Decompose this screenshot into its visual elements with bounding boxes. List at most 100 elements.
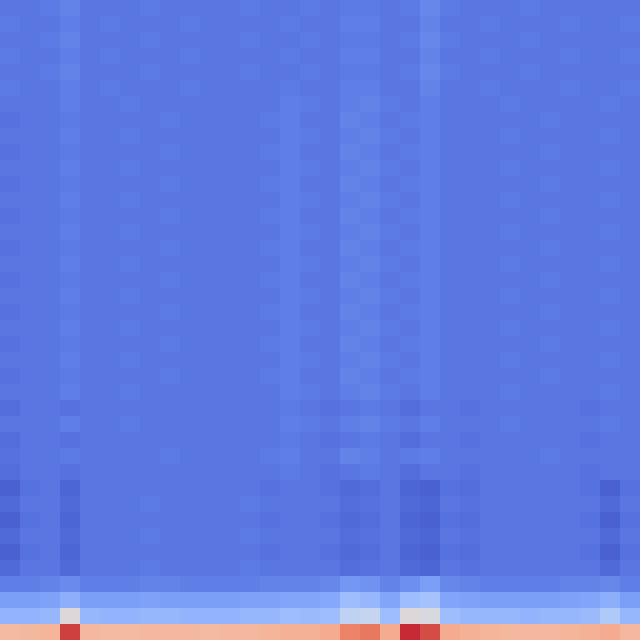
- heatmap-cell: [280, 16, 300, 32]
- heatmap-cell: [80, 176, 100, 192]
- heatmap-cell: [300, 288, 320, 304]
- heatmap-cell: [0, 96, 20, 112]
- heatmap-cell: [360, 512, 380, 528]
- heatmap-cell: [600, 512, 620, 528]
- heatmap-cell: [500, 624, 520, 640]
- heatmap-cell: [620, 240, 640, 256]
- heatmap-cell: [300, 240, 320, 256]
- heatmap-cell: [180, 160, 200, 176]
- heatmap-cell: [580, 144, 600, 160]
- heatmap-cell: [100, 608, 120, 624]
- heatmap-cell: [360, 576, 380, 592]
- heatmap-cell: [400, 16, 420, 32]
- heatmap-cell: [400, 80, 420, 96]
- heatmap-cell: [40, 384, 60, 400]
- heatmap-cell: [360, 160, 380, 176]
- heatmap-cell: [400, 128, 420, 144]
- heatmap-cell: [200, 144, 220, 160]
- heatmap-cell: [0, 16, 20, 32]
- heatmap-cell: [240, 528, 260, 544]
- heatmap-cell: [280, 528, 300, 544]
- heatmap-cell: [480, 224, 500, 240]
- heatmap-cell: [0, 288, 20, 304]
- heatmap-cell: [560, 288, 580, 304]
- heatmap-cell: [360, 112, 380, 128]
- heatmap-cell: [500, 528, 520, 544]
- heatmap-cell: [540, 624, 560, 640]
- heatmap-cell: [380, 368, 400, 384]
- heatmap-cell: [320, 384, 340, 400]
- heatmap-cell: [40, 128, 60, 144]
- heatmap-cell: [480, 16, 500, 32]
- heatmap-cell: [540, 384, 560, 400]
- heatmap-cell: [260, 240, 280, 256]
- heatmap-cell: [280, 368, 300, 384]
- heatmap-cell: [320, 144, 340, 160]
- heatmap-cell: [360, 432, 380, 448]
- heatmap-cell: [560, 560, 580, 576]
- heatmap-cell: [280, 80, 300, 96]
- heatmap-cell: [80, 336, 100, 352]
- heatmap-cell: [260, 416, 280, 432]
- heatmap-cell: [80, 480, 100, 496]
- heatmap-cell: [580, 176, 600, 192]
- heatmap-cell: [500, 416, 520, 432]
- heatmap-cell: [500, 0, 520, 16]
- heatmap-cell: [60, 32, 80, 48]
- heatmap-cell: [540, 240, 560, 256]
- heatmap-cell: [220, 176, 240, 192]
- heatmap-cell: [220, 480, 240, 496]
- heatmap-cell: [520, 528, 540, 544]
- heatmap-cell: [500, 480, 520, 496]
- heatmap-cell: [360, 384, 380, 400]
- heatmap-cell: [340, 64, 360, 80]
- heatmap-cell: [100, 416, 120, 432]
- heatmap-cell: [60, 368, 80, 384]
- heatmap-cell: [240, 272, 260, 288]
- heatmap-cell: [440, 112, 460, 128]
- heatmap-cell: [460, 112, 480, 128]
- heatmap-cell: [0, 432, 20, 448]
- heatmap-cell: [480, 416, 500, 432]
- heatmap-cell: [380, 80, 400, 96]
- heatmap-cell: [380, 560, 400, 576]
- heatmap-cell: [540, 32, 560, 48]
- heatmap-cell: [80, 384, 100, 400]
- heatmap-cell: [620, 560, 640, 576]
- heatmap-cell: [200, 192, 220, 208]
- heatmap-cell: [60, 400, 80, 416]
- heatmap-cell: [220, 464, 240, 480]
- heatmap-cell: [280, 288, 300, 304]
- heatmap-cell: [100, 560, 120, 576]
- heatmap-cell: [600, 160, 620, 176]
- heatmap-cell: [460, 208, 480, 224]
- heatmap-cell: [180, 592, 200, 608]
- heatmap-cell: [80, 160, 100, 176]
- heatmap-cell: [220, 208, 240, 224]
- heatmap-cell: [520, 80, 540, 96]
- heatmap-cell: [20, 608, 40, 624]
- heatmap-cell: [40, 64, 60, 80]
- heatmap-cell: [240, 240, 260, 256]
- heatmap-cell: [280, 240, 300, 256]
- heatmap-cell: [240, 608, 260, 624]
- heatmap-cell: [380, 256, 400, 272]
- heatmap-cell: [100, 592, 120, 608]
- heatmap-cell: [600, 304, 620, 320]
- heatmap-cell: [180, 64, 200, 80]
- heatmap-cell: [280, 496, 300, 512]
- heatmap-cell: [440, 144, 460, 160]
- heatmap-cell: [340, 368, 360, 384]
- heatmap-cell: [460, 608, 480, 624]
- heatmap-cell: [280, 224, 300, 240]
- heatmap-cell: [80, 576, 100, 592]
- heatmap-cell: [100, 224, 120, 240]
- heatmap-cell: [540, 64, 560, 80]
- heatmap-cell: [480, 48, 500, 64]
- heatmap-cell: [380, 528, 400, 544]
- heatmap-cell: [120, 96, 140, 112]
- heatmap-cell: [220, 304, 240, 320]
- heatmap-cell: [360, 464, 380, 480]
- heatmap-cell: [380, 32, 400, 48]
- heatmap-cell: [200, 432, 220, 448]
